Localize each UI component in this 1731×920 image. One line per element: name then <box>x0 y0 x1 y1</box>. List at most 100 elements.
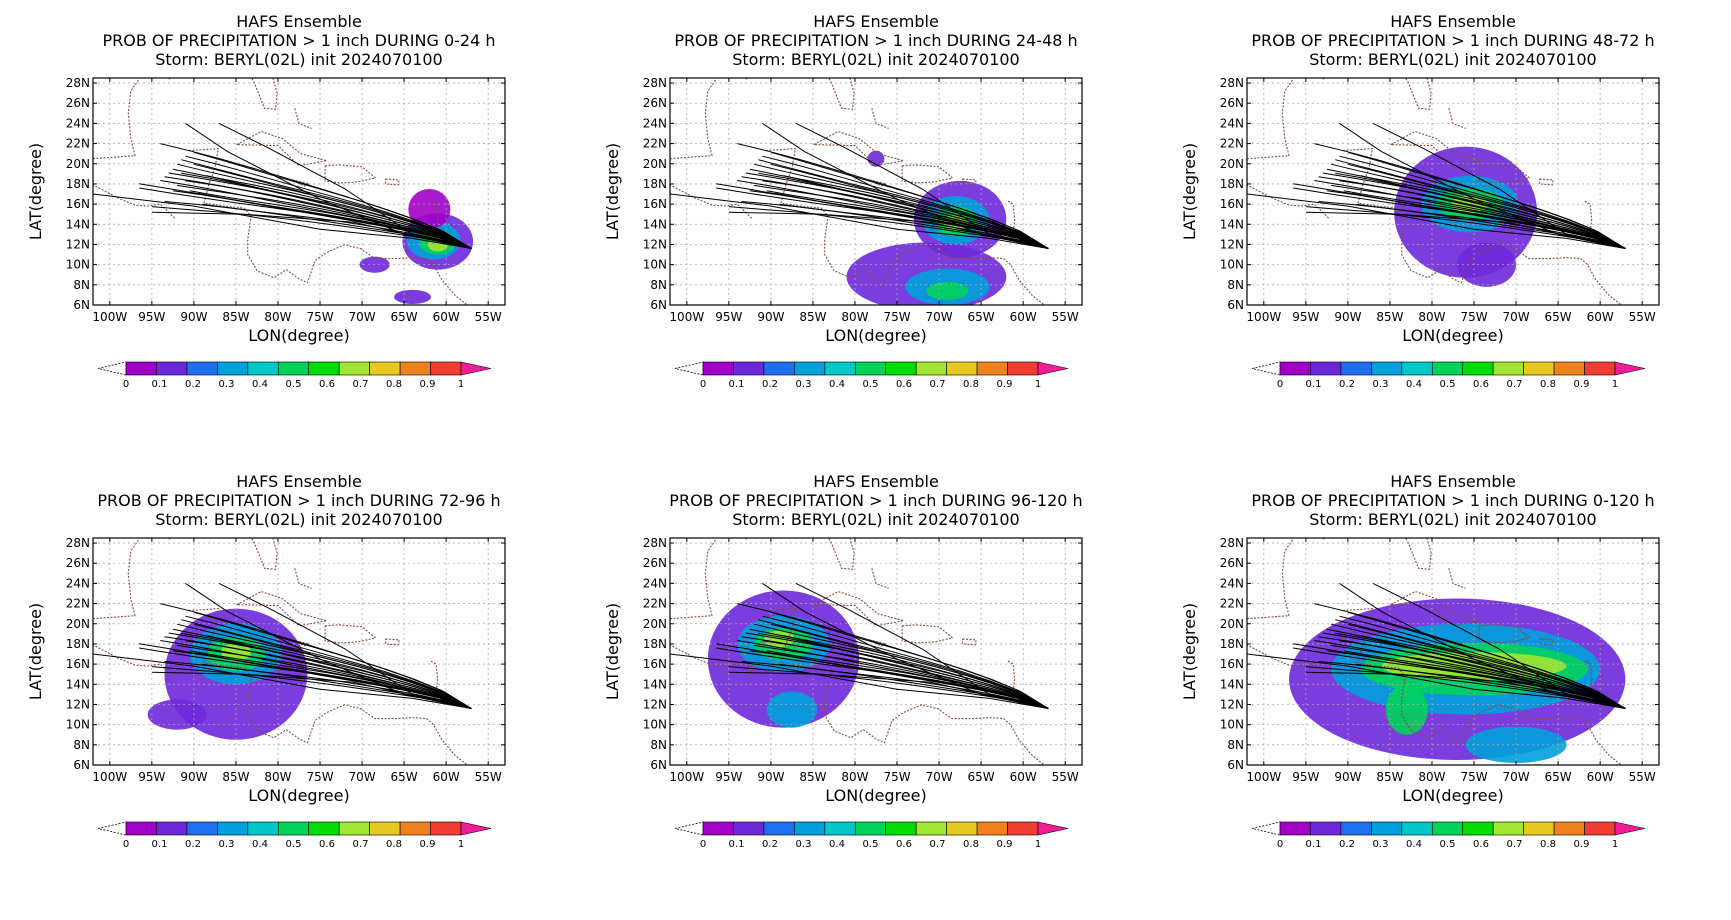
panel-title1: HAFS Ensemble <box>813 12 939 31</box>
colorbar-label: 0.2 <box>1339 839 1355 850</box>
track-line <box>206 175 472 249</box>
coastline <box>1247 78 1622 305</box>
x-tick-label: 60W <box>433 310 460 324</box>
track-line <box>728 211 1049 249</box>
x-tick-label: 95W <box>1292 770 1319 784</box>
colorbar-swatch <box>1371 821 1403 836</box>
track-line <box>1360 635 1626 709</box>
colorbar-label: 0.8 <box>963 379 979 390</box>
y-tick-label: 14N <box>643 217 667 231</box>
x-tick-label: 80W <box>264 770 291 784</box>
y-tick-label: 20N <box>66 617 90 631</box>
track-line <box>770 163 1049 249</box>
colorbar-swatch <box>399 821 431 836</box>
y-tick-label: 22N <box>66 137 90 151</box>
track-line <box>762 640 1049 709</box>
colorbar-label: 0.1 <box>152 839 168 850</box>
x-tick-label: 85W <box>799 310 826 324</box>
track-line <box>193 151 472 249</box>
colorbar-over-triangle <box>1037 821 1069 836</box>
colorbar-under-triangle <box>674 361 704 376</box>
colorbar-swatch <box>1007 821 1039 836</box>
colorbar-swatch <box>824 361 856 376</box>
colorbar-under-triangle <box>97 821 127 836</box>
x-tick-label: 100W <box>669 310 704 324</box>
precip-region <box>926 281 969 300</box>
colorbar-swatch <box>1279 361 1311 376</box>
colorbar-swatch <box>125 821 157 836</box>
plot-frame <box>1246 537 1660 766</box>
y-tick-label: 22N <box>643 137 667 151</box>
track-line <box>762 155 1049 249</box>
y-axis-label: LAT(degree) <box>603 143 622 240</box>
panel-title1: HAFS Ensemble <box>1390 472 1516 491</box>
y-tick-label: 20N <box>66 157 90 171</box>
x-tick-label: 90W <box>1334 770 1361 784</box>
colorbar-label: 0.3 <box>1373 839 1389 850</box>
track-line <box>93 193 472 249</box>
colorbar-label: 0.2 <box>185 839 201 850</box>
colorbar-swatch <box>1431 821 1464 836</box>
track-line <box>181 632 472 709</box>
colorbar-swatch <box>125 361 157 376</box>
ensemble-tracks <box>670 582 1049 709</box>
track-line <box>1339 155 1626 249</box>
colorbar-label: 0.8 <box>386 379 402 390</box>
track-line <box>93 653 472 709</box>
track-line <box>758 159 1049 249</box>
y-tick-label: 28N <box>1220 536 1244 550</box>
x-tick-label: 85W <box>799 770 826 784</box>
colorbar-label: 0.6 <box>319 839 335 850</box>
y-tick-label: 12N <box>1220 237 1244 251</box>
x-tick-label: 95W <box>715 310 742 324</box>
map-panel: HAFS Ensemble PROB OF PRECIPITATION > 1 i… <box>1154 460 1731 920</box>
x-tick-label: 90W <box>180 310 207 324</box>
y-tick-label: 16N <box>643 197 667 211</box>
colorbar-label: 1 <box>1035 839 1041 850</box>
colorbar-label: 0.1 <box>729 839 745 850</box>
track-line <box>1372 582 1626 709</box>
colorbar-over-triangle <box>1614 361 1646 376</box>
precip-region <box>1457 242 1517 287</box>
colorbar-swatch <box>217 821 249 836</box>
x-tick-label: 85W <box>222 310 249 324</box>
colorbar-label: 0.3 <box>796 839 812 850</box>
ensemble-tracks <box>670 122 1049 249</box>
colorbar-swatch <box>946 821 978 836</box>
panel-title3: Storm: BERYL(02L) init 2024070100 <box>732 510 1019 529</box>
colorbar-over-triangle <box>1614 821 1646 836</box>
y-tick-label: 8N <box>1227 738 1244 752</box>
colorbar-label: 0.7 <box>930 379 946 390</box>
y-tick-label: 6N <box>650 298 667 312</box>
colorbar-swatch <box>976 821 1008 836</box>
y-tick-label: 22N <box>66 597 90 611</box>
y-tick-label: 28N <box>66 76 90 90</box>
track-line <box>172 190 472 249</box>
x-tick-label: 65W <box>968 310 995 324</box>
x-tick-label: 55W <box>1629 770 1656 784</box>
colorbar-swatch <box>854 821 887 836</box>
track-line <box>758 172 1049 249</box>
x-tick-label: 55W <box>1629 310 1656 324</box>
track-line <box>1335 619 1626 709</box>
panel-title2: PROB OF PRECIPITATION > 1 inch DURING 0-… <box>1251 491 1654 510</box>
plot-area <box>670 538 1082 765</box>
x-tick-label: 65W <box>968 770 995 784</box>
y-tick-label: 6N <box>1227 758 1244 772</box>
track-line <box>1339 615 1626 709</box>
colorbar-label: 0.5 <box>863 379 879 390</box>
colorbar-label: 0.3 <box>1373 379 1389 390</box>
colorbar-swatch <box>186 821 218 836</box>
colorbar-label: 0.6 <box>1473 839 1489 850</box>
track-line <box>193 611 472 709</box>
y-tick-label: 8N <box>73 278 90 292</box>
colorbar-swatch <box>733 821 765 836</box>
colorbar-swatch <box>1340 821 1372 836</box>
x-tick-label: 75W <box>306 770 333 784</box>
x-tick-label: 80W <box>1418 310 1445 324</box>
plot-frame <box>669 537 1083 766</box>
map-panel: HAFS Ensemble PROB OF PRECIPITATION > 1 i… <box>1154 0 1731 460</box>
colorbar-swatch <box>794 821 826 836</box>
y-tick-label: 24N <box>66 116 90 130</box>
colorbar: 0 0.1 0.2 0.3 0.4 0.5 0.6 0.7 0.8 0.9 1 <box>97 821 492 850</box>
